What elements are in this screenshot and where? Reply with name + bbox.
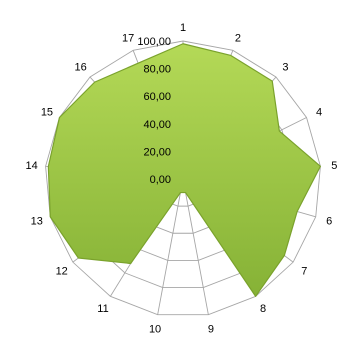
category-label: 13 xyxy=(31,216,43,228)
category-label: 8 xyxy=(260,303,266,315)
category-label: 15 xyxy=(41,106,53,118)
radial-tick-labels: 0,00 20,00 40,00 60,00 80,00 100,00 xyxy=(137,36,171,186)
radial-tick-label: 0,00 xyxy=(150,174,171,186)
category-label: 7 xyxy=(301,266,307,278)
category-label: 5 xyxy=(331,160,337,172)
series-area xyxy=(47,43,322,297)
category-label: 4 xyxy=(316,106,322,118)
radial-tick-label: 20,00 xyxy=(143,146,171,158)
category-label: 3 xyxy=(282,62,288,74)
radial-tick-label: 100,00 xyxy=(137,36,171,48)
axis-spoke xyxy=(157,178,184,315)
category-label: 14 xyxy=(26,160,38,172)
category-label: 12 xyxy=(56,266,68,278)
category-label: 11 xyxy=(97,303,108,315)
category-label: 17 xyxy=(122,32,134,44)
axis-spoke xyxy=(182,178,209,315)
radial-tick-label: 80,00 xyxy=(143,64,171,76)
category-label: 9 xyxy=(208,323,214,335)
category-label: 10 xyxy=(149,323,161,335)
category-label: 16 xyxy=(74,62,86,74)
grid-ring xyxy=(45,40,321,316)
category-label: 6 xyxy=(326,216,332,228)
category-label: 2 xyxy=(235,32,241,44)
radial-tick-label: 60,00 xyxy=(143,91,171,103)
radial-tick-label: 40,00 xyxy=(143,119,171,131)
category-label: 1 xyxy=(180,22,186,34)
radar-series xyxy=(47,43,322,297)
